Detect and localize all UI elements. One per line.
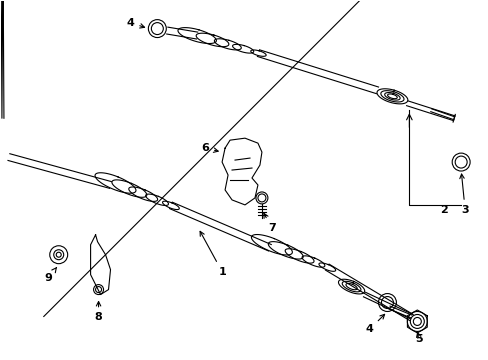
Text: 6: 6 — [201, 143, 218, 153]
Text: 9: 9 — [45, 267, 57, 283]
Text: 2: 2 — [440, 205, 447, 215]
Text: 1: 1 — [200, 231, 225, 276]
Text: 4: 4 — [126, 18, 144, 28]
Text: 7: 7 — [264, 213, 275, 233]
Text: 3: 3 — [459, 174, 468, 215]
Text: 4: 4 — [365, 314, 384, 334]
Text: 8: 8 — [95, 302, 102, 323]
Text: 5: 5 — [415, 332, 422, 345]
